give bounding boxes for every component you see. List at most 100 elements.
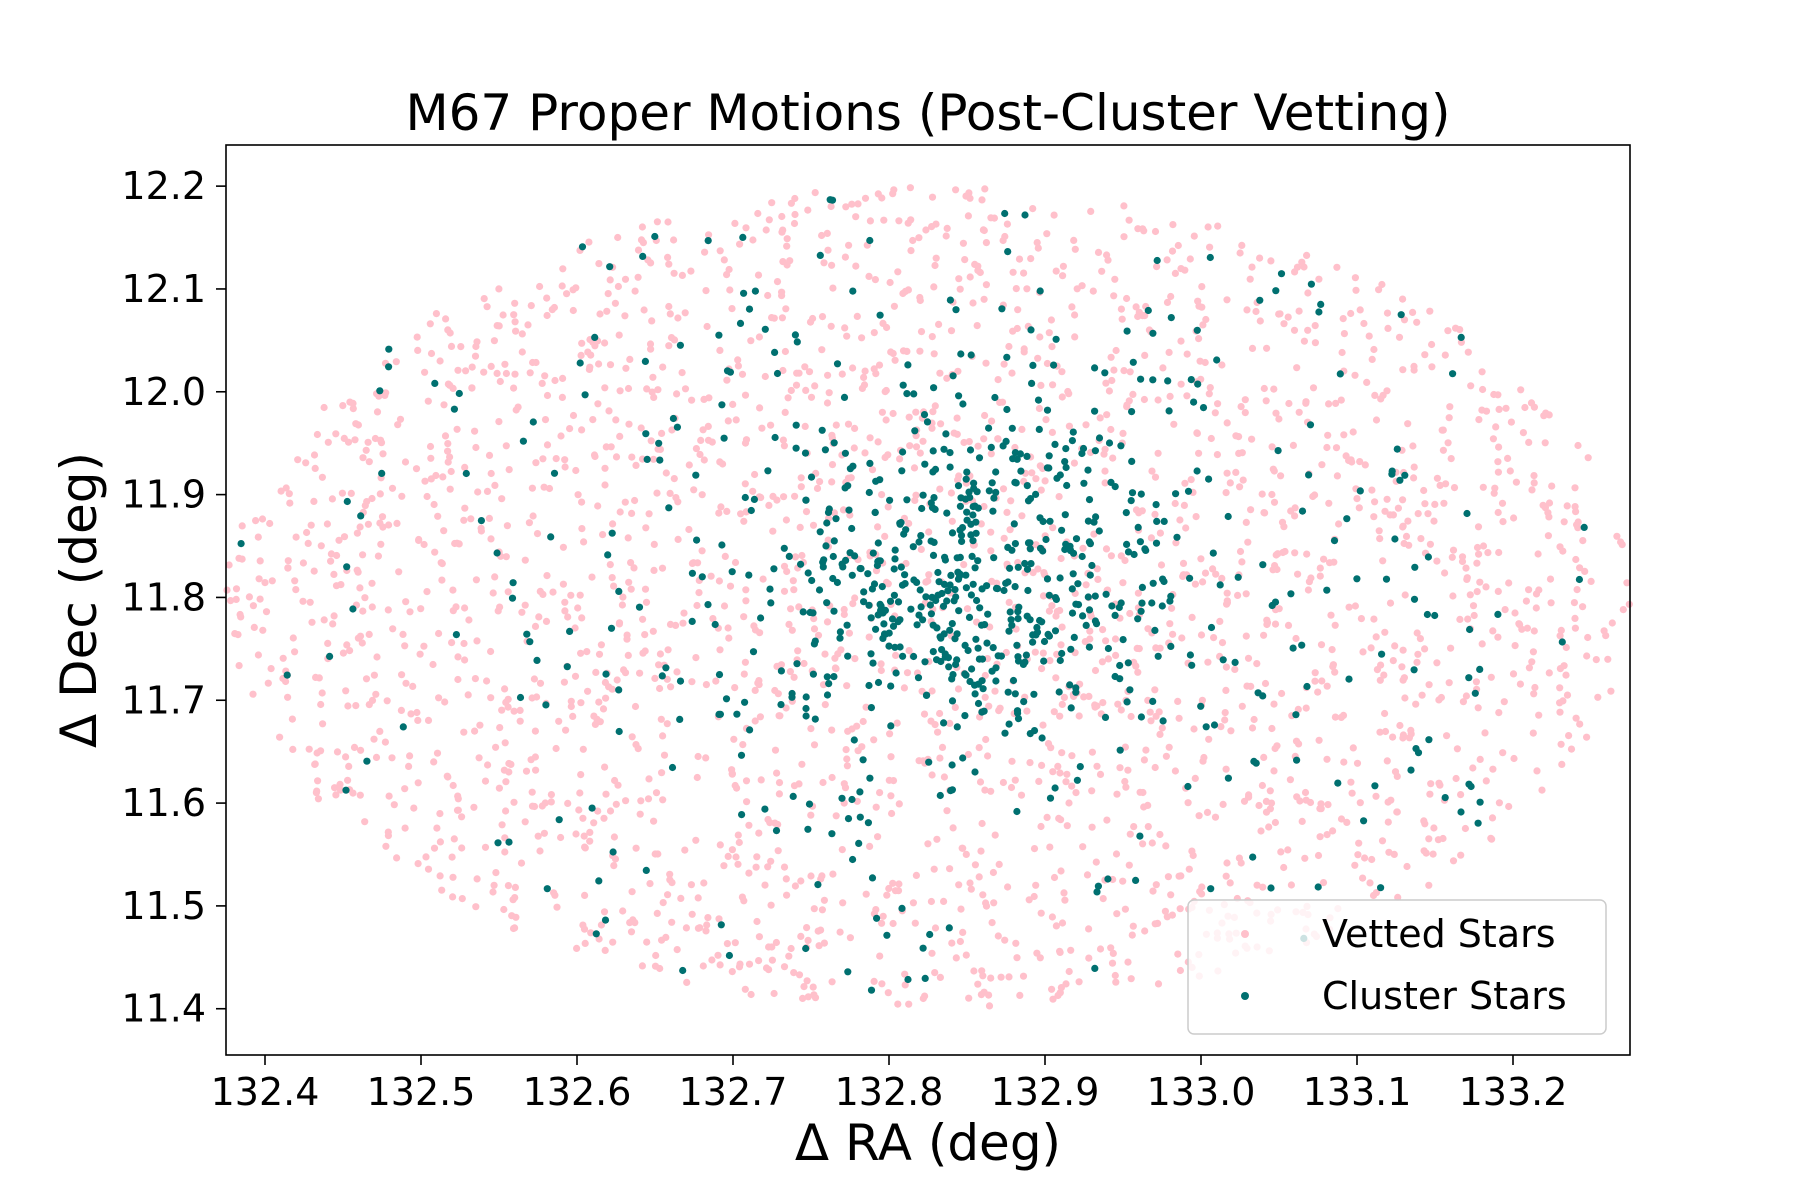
vetted-star-point xyxy=(1400,539,1408,548)
vetted-star-point xyxy=(731,684,739,692)
cluster-star-point xyxy=(983,639,991,647)
vetted-star-point xyxy=(995,707,1003,715)
vetted-star-point xyxy=(795,369,803,377)
vetted-star-point xyxy=(979,891,987,899)
vetted-star-point xyxy=(256,557,264,565)
vetted-star-point xyxy=(361,818,369,826)
vetted-star-point xyxy=(703,322,711,331)
vetted-star-point xyxy=(1186,255,1194,263)
vetted-star-point xyxy=(541,799,549,807)
vetted-star-point xyxy=(789,577,797,585)
vetted-star-point xyxy=(447,342,456,350)
vetted-star-point xyxy=(1151,763,1159,772)
vetted-star-point xyxy=(653,489,661,497)
cluster-star-point xyxy=(494,839,502,847)
vetted-star-point xyxy=(1065,422,1073,430)
vetted-star-point xyxy=(395,568,403,576)
vetted-star-point xyxy=(1271,620,1280,628)
vetted-star-point xyxy=(483,303,491,311)
vetted-star-point xyxy=(1236,483,1244,491)
vetted-star-point xyxy=(732,416,740,424)
vetted-star-point xyxy=(716,346,724,354)
vetted-star-point xyxy=(1046,843,1054,851)
vetted-star-point xyxy=(977,520,985,528)
vetted-star-point xyxy=(997,973,1005,981)
vetted-star-point xyxy=(1399,522,1407,530)
vetted-star-point xyxy=(1572,508,1580,516)
cluster-star-point xyxy=(951,586,959,594)
vetted-star-point xyxy=(337,581,345,589)
cluster-star-point xyxy=(848,571,856,579)
cluster-star-point xyxy=(856,813,864,821)
vetted-star-point xyxy=(731,781,739,790)
vetted-star-point xyxy=(1407,730,1415,738)
cluster-star-point xyxy=(1014,563,1022,571)
vetted-star-point xyxy=(723,271,731,279)
vetted-star-point xyxy=(995,860,1003,869)
vetted-star-point xyxy=(447,467,455,476)
vetted-star-point xyxy=(726,582,735,590)
cluster-star-point xyxy=(972,529,980,537)
vetted-star-point xyxy=(1399,496,1407,504)
vetted-star-point xyxy=(637,424,645,432)
vetted-star-point xyxy=(1436,481,1444,489)
vetted-star-point xyxy=(632,844,640,852)
vetted-star-point xyxy=(1037,909,1045,917)
vetted-star-point xyxy=(500,905,508,914)
vetted-star-point xyxy=(552,744,560,753)
vetted-star-point xyxy=(416,650,424,658)
vetted-star-point xyxy=(1001,232,1009,241)
cluster-star-point xyxy=(578,243,587,251)
cluster-star-point xyxy=(1027,560,1035,568)
vetted-star-point xyxy=(465,616,473,624)
vetted-star-point xyxy=(443,772,451,780)
cluster-star-point xyxy=(385,345,393,353)
vetted-star-point xyxy=(1238,558,1246,566)
vetted-star-point xyxy=(1545,499,1554,507)
vetted-star-point xyxy=(458,895,466,903)
vetted-star-point xyxy=(1158,724,1166,732)
cluster-star-point xyxy=(930,384,938,392)
vetted-star-point xyxy=(1093,565,1101,573)
vetted-star-point xyxy=(1207,434,1215,443)
vetted-star-point xyxy=(292,586,300,594)
cluster-star-point xyxy=(992,488,1000,496)
vetted-star-point xyxy=(899,347,908,355)
vetted-star-point xyxy=(1316,564,1324,572)
vetted-star-point xyxy=(346,647,354,655)
vetted-star-point xyxy=(608,685,616,693)
vetted-star-point xyxy=(1262,797,1270,806)
vetted-star-point xyxy=(495,418,503,426)
vetted-star-point xyxy=(495,285,503,293)
vetted-star-point xyxy=(569,306,577,315)
vetted-star-point xyxy=(409,682,417,691)
vetted-star-point xyxy=(1340,330,1348,338)
vetted-star-point xyxy=(1311,669,1319,677)
vetted-star-point xyxy=(468,363,476,371)
vetted-star-point xyxy=(1171,269,1179,277)
vetted-star-point xyxy=(1201,358,1209,367)
vetted-star-point xyxy=(1302,796,1310,804)
vetted-star-point xyxy=(768,956,777,964)
vetted-star-point xyxy=(561,463,569,471)
vetted-star-point xyxy=(1248,263,1256,271)
cluster-star-point xyxy=(668,763,677,772)
vetted-star-point xyxy=(804,206,812,214)
cluster-star-point xyxy=(988,479,996,487)
vetted-star-point xyxy=(493,369,501,377)
vetted-star-point xyxy=(597,641,606,649)
cluster-star-point xyxy=(1067,704,1075,712)
vetted-star-point xyxy=(1309,492,1317,501)
vetted-star-point xyxy=(1253,881,1261,889)
vetted-star-point xyxy=(862,890,870,898)
vetted-star-point xyxy=(389,625,397,633)
cluster-star-point xyxy=(609,848,617,856)
vetted-star-point xyxy=(1444,327,1452,335)
vetted-star-point xyxy=(670,475,678,483)
cluster-star-point xyxy=(970,479,978,487)
cluster-star-point xyxy=(816,251,824,259)
vetted-star-point xyxy=(516,706,524,715)
vetted-star-point xyxy=(1492,423,1500,431)
vetted-star-point xyxy=(974,980,982,988)
vetted-star-point xyxy=(1013,954,1021,962)
